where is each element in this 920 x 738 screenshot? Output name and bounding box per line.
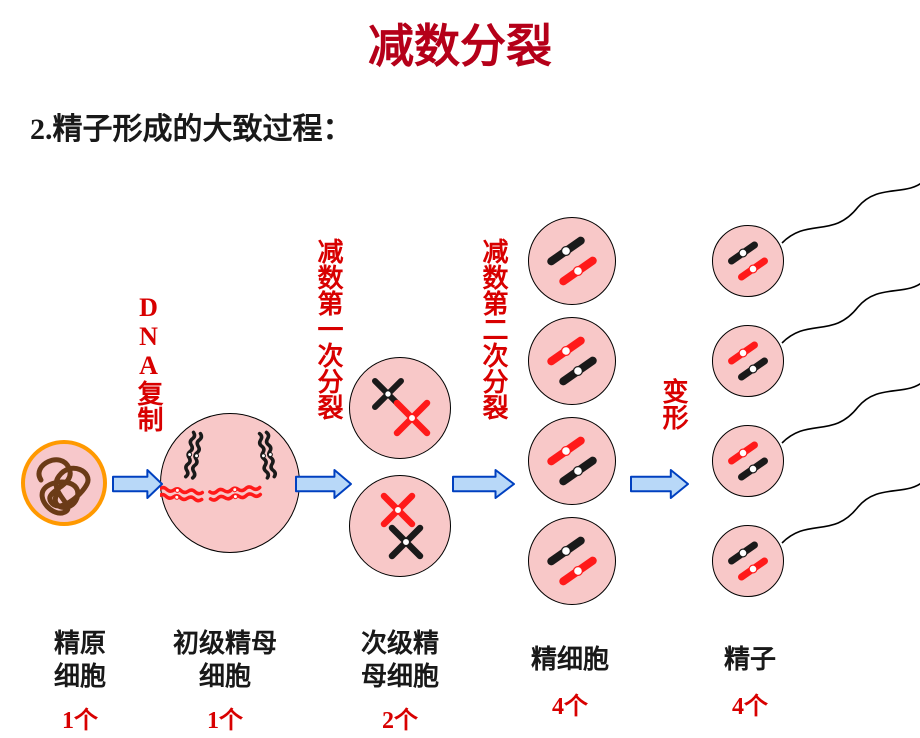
stage-label: 精细胞 — [510, 644, 630, 677]
spermatid-cell — [528, 217, 616, 310]
title-text: 减数分裂 — [368, 21, 552, 72]
labels-row: 精原 细胞1个初级精母 细胞1个次级精 母细胞2个精细胞4个精子4个 — [0, 628, 920, 738]
sperm-tail — [778, 477, 920, 562]
stage-label: 次级精 母细胞 — [340, 628, 460, 693]
sperm-cell — [712, 225, 784, 302]
sperm-cell — [712, 425, 784, 502]
stage-label: 精原 细胞 — [30, 628, 130, 693]
process-arrow — [295, 468, 353, 505]
spermatid-cell — [528, 417, 616, 510]
stage-count: 2个 — [340, 700, 460, 735]
spermatid-cell — [528, 517, 616, 610]
spermatogonium-cell — [21, 440, 107, 531]
process-arrow — [630, 468, 690, 505]
subtitle: 2.精子形成的大致过程： — [0, 76, 920, 148]
stage-count: 1个 — [150, 700, 300, 735]
stage-count: 4个 — [700, 686, 800, 721]
stage-label: 初级精母 细胞 — [150, 628, 300, 693]
stage-count: 1个 — [30, 700, 130, 735]
sperm-tail — [778, 277, 920, 362]
meiosis-1-label: 减数第一次分裂 — [310, 238, 347, 420]
sperm-cell — [712, 525, 784, 602]
process-arrow — [452, 468, 516, 505]
secondary-spermatocyte-cell — [349, 475, 451, 582]
secondary-spermatocyte-cell — [349, 357, 451, 464]
diagram-area: DNA复制 减数第一次分裂 减数第二次分裂变形 — [0, 148, 920, 628]
process-arrow — [112, 468, 164, 505]
stage-label: 精子 — [700, 644, 800, 677]
subtitle-text: 2.精子形成的大致过程： — [30, 113, 353, 146]
transform-label: 变形 — [655, 378, 692, 430]
meiosis-2-label: 减数第二次分裂 — [475, 238, 512, 420]
stage-count: 4个 — [510, 686, 630, 721]
spermatid-cell — [528, 317, 616, 410]
sperm-tail — [778, 177, 920, 262]
sperm-cell — [712, 325, 784, 402]
sperm-tail — [778, 377, 920, 462]
page-title: 减数分裂 — [0, 0, 920, 76]
primary-spermatocyte-cell — [160, 413, 300, 558]
dna-replication-label: DNA复制 — [130, 293, 167, 432]
